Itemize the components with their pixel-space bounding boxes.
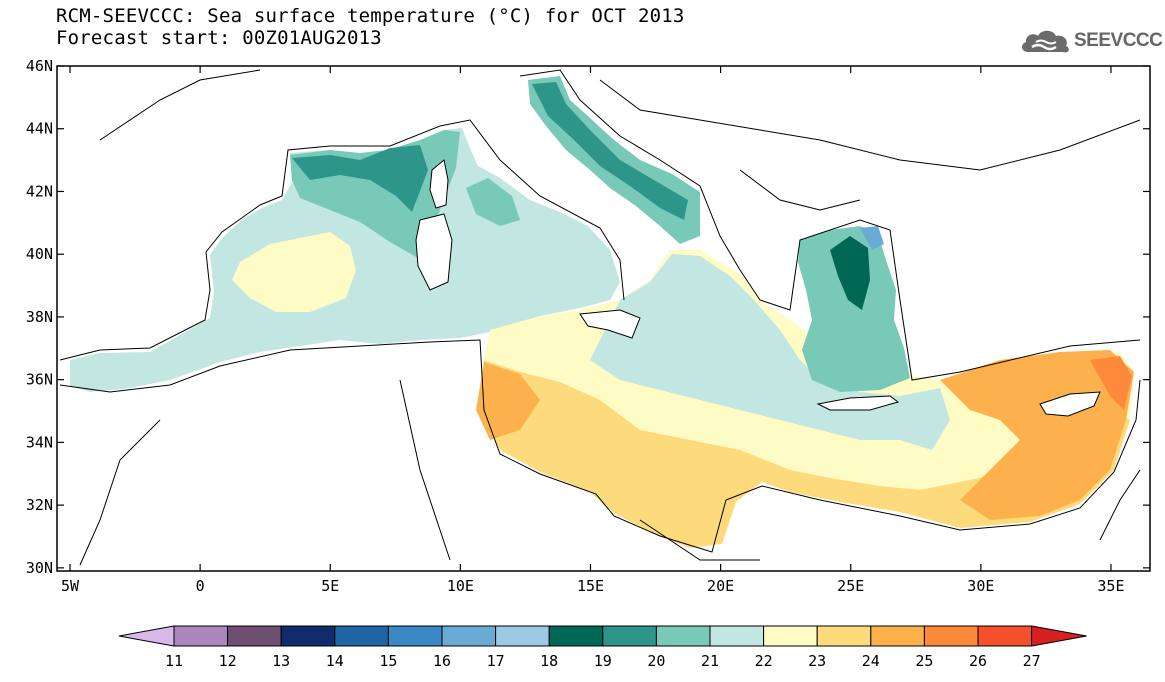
colorbar-box [977, 625, 1033, 647]
x-tick-label: 10E [447, 577, 474, 595]
y-tick-label: 42N [26, 182, 53, 200]
colorbar-box [923, 625, 979, 647]
y-tick-label: 36N [26, 371, 53, 389]
map-content [57, 66, 1150, 571]
y-tick-label: 46N [26, 57, 53, 75]
colorbar-label: 13 [272, 652, 290, 670]
y-tick-label: 30N [26, 559, 53, 577]
island-cyprus [1039, 391, 1101, 417]
x-tick-label: 20E [707, 577, 734, 595]
y-tick-label: 38N [26, 308, 53, 326]
colorbar-labels: 11 12 13 14 15 16 17 18 19 20 21 22 23 24 25 26 27 [165, 652, 1041, 670]
colorbar-box [548, 625, 604, 647]
y-tick-label: 40N [26, 245, 53, 263]
colorbar-label: 20 [647, 652, 665, 670]
x-tick-label: 15E [577, 577, 604, 595]
y-axis: 30N 32N 34N 36N 38N 40N 42N 44N 46N [26, 57, 1150, 577]
colorbar-box [280, 625, 336, 647]
colorbar-label: 25 [915, 652, 933, 670]
colorbar-box [602, 625, 657, 647]
sst-region-aegean [798, 226, 910, 392]
colorbar-label: 26 [969, 652, 987, 670]
colorbar-label: 14 [326, 652, 344, 670]
sst-region-adriatic-cold [532, 82, 688, 220]
colorbar-label: 24 [862, 652, 880, 670]
colorbar-box [387, 625, 443, 647]
x-tick-label: 0 [196, 577, 205, 595]
sst-region-levantine-hot [1090, 356, 1132, 410]
colorbar-label: 19 [594, 652, 612, 670]
sst-region-dardanelles [860, 226, 884, 250]
colorbar-box [441, 625, 497, 647]
x-tick-label: 5W [61, 577, 80, 595]
colorbar-box [334, 625, 389, 647]
y-tick-label: 34N [26, 433, 53, 451]
colorbar-box [227, 625, 282, 647]
colorbar-box [816, 625, 872, 647]
colorbar-label: 23 [808, 652, 826, 670]
colorbar-label: 17 [487, 652, 505, 670]
colorbar-label: 11 [165, 652, 183, 670]
x-tick-label: 35E [1097, 577, 1124, 595]
y-tick-label: 44N [26, 120, 53, 138]
sst-region-north-aegean-cold [830, 236, 870, 310]
x-tick-label: 25E [837, 577, 864, 595]
coastlines [59, 69, 1141, 566]
logo-text: SEEVCCC [1074, 30, 1163, 51]
map-frame [56, 65, 1151, 572]
colorbar-box [495, 625, 550, 647]
colorbar-label: 22 [755, 652, 773, 670]
island-sicily [579, 309, 641, 339]
colorbar-box [655, 625, 711, 647]
colorbar-label: 27 [1023, 652, 1041, 670]
colorbar-box [870, 625, 925, 647]
x-tick-label: 5E [321, 577, 339, 595]
island-crete [816, 395, 900, 411]
island-sardinia [415, 213, 453, 291]
colorbar-box [763, 625, 818, 647]
colorbar-label: 21 [701, 652, 719, 670]
sst-region-sidra [476, 362, 540, 440]
sst-region-ligurian-cold [292, 145, 428, 212]
colorbar-label: 16 [433, 652, 451, 670]
colorbar-label: 15 [379, 652, 397, 670]
sst-region-balearic [232, 232, 356, 312]
x-tick-label: 30E [967, 577, 994, 595]
colorbar-label: 18 [540, 652, 558, 670]
map-title: RCM-SEEVCCC: Sea surface temperature (°C… [56, 5, 685, 27]
colorbar-box [173, 625, 229, 647]
x-axis: 5W 0 5E 10E 15E 20E 25E 30E 35E [61, 66, 1125, 595]
colorbar-over-triangle [1031, 625, 1087, 647]
colorbar-under-triangle [118, 625, 175, 647]
cloud-logo-icon [1022, 30, 1069, 53]
sst-region-tyrrhenian [466, 178, 520, 226]
map-subtitle: Forecast start: 00Z01AUG2013 [56, 27, 382, 49]
y-tick-label: 32N [26, 496, 53, 514]
colorbar-box [709, 625, 765, 647]
colorbar-boxes [118, 625, 1087, 647]
colorbar-label: 12 [219, 652, 237, 670]
seevccc-logo: SEEVCCC [1018, 25, 1163, 55]
island-corsica [429, 159, 449, 209]
